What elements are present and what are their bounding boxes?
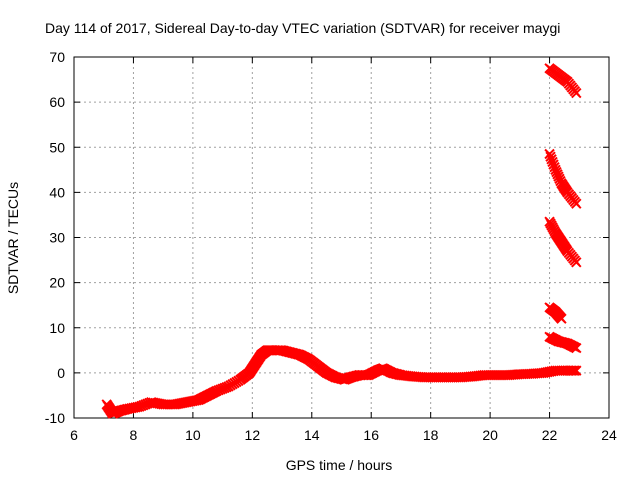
y-tick-label: 20 bbox=[49, 275, 65, 291]
data-point bbox=[569, 365, 581, 376]
x-axis-label: GPS time / hours bbox=[286, 457, 393, 473]
data-point bbox=[568, 365, 579, 376]
series-arc-5 bbox=[544, 331, 582, 354]
data-point bbox=[571, 257, 582, 268]
x-tick-label: 18 bbox=[423, 427, 439, 443]
grid bbox=[74, 57, 609, 418]
x-tick-label: 12 bbox=[245, 427, 261, 443]
x-tick-label: 10 bbox=[185, 427, 201, 443]
data-point bbox=[566, 365, 578, 376]
x-tick-label: 14 bbox=[304, 427, 320, 443]
y-tick-label: 60 bbox=[49, 94, 65, 110]
y-tick-label: 0 bbox=[57, 365, 65, 381]
series-arc-1 bbox=[544, 63, 582, 99]
x-tick-label: 16 bbox=[363, 427, 379, 443]
x-tick-label: 24 bbox=[601, 427, 617, 443]
x-tick-label: 8 bbox=[130, 427, 138, 443]
x-tick-label: 6 bbox=[70, 427, 78, 443]
y-axis-label: SDTVAR / TECUs bbox=[5, 182, 21, 294]
x-tick-label: 22 bbox=[542, 427, 558, 443]
data-point bbox=[571, 198, 582, 209]
x-tick-label: 20 bbox=[482, 427, 498, 443]
series-arc-2 bbox=[544, 148, 582, 209]
chart-title: Day 114 of 2017, Sidereal Day-to-day VTE… bbox=[45, 20, 560, 36]
y-tick-label: 50 bbox=[49, 139, 65, 155]
data-point bbox=[571, 342, 582, 354]
y-tick-label: -10 bbox=[45, 410, 65, 426]
data-marks bbox=[101, 63, 582, 419]
y-tick-label: 30 bbox=[49, 230, 65, 246]
y-tick-label: 70 bbox=[49, 49, 65, 65]
y-tick-label: 10 bbox=[49, 320, 65, 336]
data-point bbox=[571, 365, 582, 376]
series-arc-4 bbox=[544, 302, 567, 324]
data-point bbox=[571, 87, 582, 99]
series-arc-3 bbox=[544, 216, 582, 268]
y-tick-label: 40 bbox=[49, 184, 65, 200]
series-main bbox=[101, 345, 582, 419]
axis-ticks: 6 8 10 12 14 16 18 20 22 24 -10 0 10 20 30 40 50 60 70 bbox=[45, 49, 617, 443]
data-point bbox=[556, 313, 567, 324]
